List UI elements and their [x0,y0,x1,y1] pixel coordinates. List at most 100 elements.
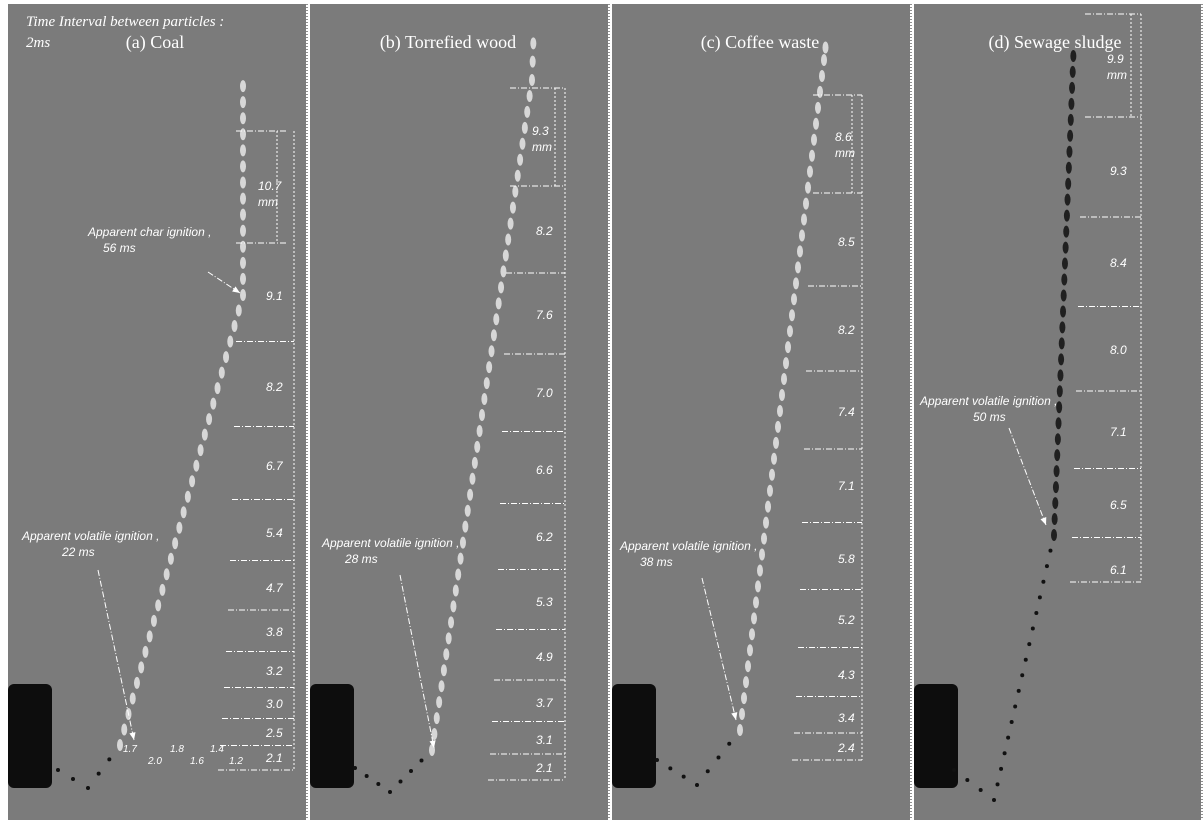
particle [1017,689,1021,693]
particle [474,441,480,453]
particle [817,86,823,98]
particle [753,596,759,608]
particle [176,522,182,534]
particle [56,768,60,772]
spacing-label: 8.4 [1110,256,1127,270]
particle [755,580,761,592]
annotation: 22 ms [61,545,95,559]
spacing-label: 2.5 [265,726,283,740]
particle [1041,580,1045,584]
spacing-label: 2.4 [837,741,855,755]
particle [450,600,456,612]
particle [142,646,148,658]
spacing-label: 2.0 [147,756,162,767]
particle [527,90,533,102]
panel [310,4,608,820]
particle [510,202,516,214]
particle [486,361,492,373]
particle [813,118,819,130]
spacing-label: 3.2 [266,664,283,678]
particle [172,537,178,549]
spacing-label: 6.7 [266,459,284,473]
panel [612,4,910,820]
particle [1031,627,1035,631]
particle [795,261,801,273]
particle [496,297,502,309]
figure: Time Interval between particles : 2ms (a… [0,0,1203,824]
particle [747,644,753,656]
particle [1065,178,1071,190]
burner [8,684,52,788]
spacing-label: 9.3 [1110,164,1127,178]
particle [489,345,495,357]
particle [240,128,246,140]
particle [505,234,511,246]
particle [741,692,747,704]
particle [781,373,787,385]
particle [1054,465,1060,477]
spacing-label: 4.7 [266,581,284,595]
spacing-label: 4.3 [838,668,855,682]
particle [757,564,763,576]
particle [1010,720,1014,724]
particle [1068,98,1074,110]
particle [1045,564,1049,568]
particle [86,786,90,790]
particle [376,782,380,786]
spacing-label: 1.7 [123,744,137,755]
particle [695,783,699,787]
particle [809,150,815,162]
particle [1061,274,1067,286]
particle [1003,751,1007,755]
spacing-label: 1.4 [210,744,224,755]
scale-value: 9.3 [532,124,549,138]
particle [1063,242,1069,254]
particle [469,473,475,485]
particle [477,425,483,437]
particle [491,329,497,341]
particle [388,790,392,794]
particle [819,70,825,82]
particle [767,485,773,497]
particle [777,405,783,417]
particle [1059,337,1065,349]
particle [399,780,403,784]
particle [745,660,751,672]
particle [453,584,459,596]
particle [815,102,821,114]
particle [479,409,485,421]
particle [232,320,238,332]
particle [236,305,242,317]
annotation: Apparent volatile ignition , [619,539,757,553]
particle [443,648,449,660]
particle [434,712,440,724]
particle [240,273,246,285]
particle [655,758,659,762]
particle [1053,481,1059,493]
particle [1006,736,1010,740]
annotation: 50 ms [973,410,1006,424]
particle [240,160,246,172]
particle [512,186,518,198]
annotation: Apparent volatile ignition , [321,536,459,550]
particle [455,569,461,581]
particle [965,778,969,782]
spacing-label: 3.8 [266,625,283,639]
particle [1064,210,1070,222]
particle [799,229,805,241]
spacing-label: 8.2 [838,323,855,337]
particle [472,457,478,469]
spacing-label: 3.7 [536,696,554,710]
particle [420,759,424,763]
particle [773,437,779,449]
particle [1066,146,1072,158]
annotation: 56 ms [103,241,136,255]
particle [1054,449,1060,461]
particle [1069,82,1075,94]
particle [441,664,447,676]
spacing-label: 8.5 [838,235,855,249]
particle [1052,497,1058,509]
particle [134,677,140,689]
particle [219,367,225,379]
scale-unit: mm [1107,68,1127,82]
